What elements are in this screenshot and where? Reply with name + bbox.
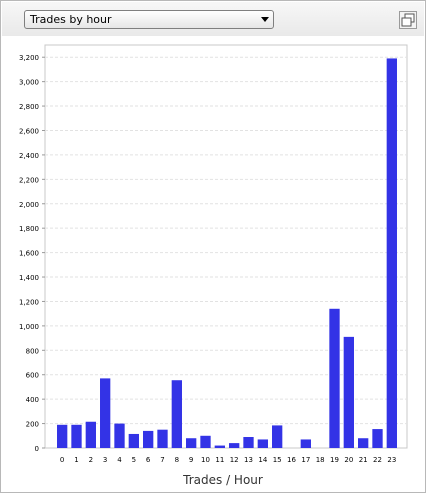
y-tick-label: 0 xyxy=(35,445,39,453)
x-tick-label: 9 xyxy=(189,456,193,464)
bar-hour-1[interactable] xyxy=(71,424,82,448)
chart-type-dropdown-value: Trades by hour xyxy=(30,13,112,26)
x-tick-label: 14 xyxy=(258,456,267,464)
bar-hour-12[interactable] xyxy=(229,443,240,448)
popout-window-icon[interactable] xyxy=(399,11,417,29)
x-tick-label: 10 xyxy=(201,456,210,464)
x-tick-label: 5 xyxy=(132,456,136,464)
x-tick-label: 21 xyxy=(359,456,368,464)
bar-hour-11[interactable] xyxy=(214,445,225,448)
bar-hour-7[interactable] xyxy=(157,429,168,448)
x-tick-label: 22 xyxy=(373,456,382,464)
chart-toolbar: Trades by hour xyxy=(2,2,424,36)
y-tick-label: 1,000 xyxy=(19,323,39,331)
x-tick-label: 2 xyxy=(89,456,93,464)
bar-hour-0[interactable] xyxy=(57,424,68,448)
x-tick-label: 20 xyxy=(344,456,353,464)
bar-hour-2[interactable] xyxy=(85,421,96,448)
bar-hour-4[interactable] xyxy=(114,423,125,448)
x-tick-label: 19 xyxy=(330,456,339,464)
bar-hour-6[interactable] xyxy=(143,430,154,448)
x-tick-label: 7 xyxy=(160,456,164,464)
chart-type-dropdown[interactable]: Trades by hour xyxy=(24,10,274,29)
bar-hour-20[interactable] xyxy=(343,336,354,448)
chart-area: 0 200 400 600 800 1,000 1,200 1,400 1,600 1,800 2,… xyxy=(1,37,425,492)
y-tick-label: 2,000 xyxy=(19,201,39,209)
x-tick-label: 11 xyxy=(215,456,224,464)
y-tick-label: 2,600 xyxy=(19,127,39,135)
y-tick-label: 600 xyxy=(26,372,39,380)
x-tick-label: 16 xyxy=(287,456,296,464)
y-tick-label: 1,200 xyxy=(19,298,39,306)
bar-hour-10[interactable] xyxy=(200,435,211,448)
y-tick-label: 3,200 xyxy=(19,54,39,62)
y-tick-label: 2,400 xyxy=(19,152,39,160)
bar-hour-21[interactable] xyxy=(358,438,369,448)
x-axis-label: Trades / Hour xyxy=(182,473,263,487)
bar-hour-19[interactable] xyxy=(329,308,340,448)
bar-hour-17[interactable] xyxy=(300,439,311,448)
x-tick-label: 12 xyxy=(230,456,239,464)
y-tick-label: 1,400 xyxy=(19,274,39,282)
y-tick-label: 3,000 xyxy=(19,79,39,87)
y-tick-label: 400 xyxy=(26,396,39,404)
x-tick-label: 8 xyxy=(175,456,179,464)
x-tick-label: 17 xyxy=(301,456,310,464)
y-tick-label: 2,200 xyxy=(19,176,39,184)
x-tick-label: 4 xyxy=(117,456,122,464)
x-tick-label: 3 xyxy=(103,456,107,464)
x-tick-label: 23 xyxy=(387,456,396,464)
x-tick-label: 18 xyxy=(316,456,325,464)
bar-hour-3[interactable] xyxy=(100,378,111,448)
chevron-down-icon xyxy=(261,17,269,22)
x-tick-label: 6 xyxy=(146,456,151,464)
bar-hour-9[interactable] xyxy=(186,438,197,448)
x-tick-label: 0 xyxy=(60,456,64,464)
y-tick-label: 1,800 xyxy=(19,225,39,233)
bar-hour-5[interactable] xyxy=(128,433,139,448)
y-tick-label: 800 xyxy=(26,347,39,355)
y-tick-label: 2,800 xyxy=(19,103,39,111)
y-tick-label: 200 xyxy=(26,421,39,429)
bar-hour-13[interactable] xyxy=(243,437,254,448)
y-tick-label: 1,600 xyxy=(19,250,39,258)
bar-hour-22[interactable] xyxy=(372,429,383,448)
bar-hour-8[interactable] xyxy=(171,380,182,448)
bar-hour-23[interactable] xyxy=(386,58,397,448)
bar-chart: 02004006008001,0001,2001,4001,6001,8002,… xyxy=(19,44,408,487)
x-tick-label: 1 xyxy=(74,456,78,464)
bar-hour-14[interactable] xyxy=(257,439,268,448)
x-tick-label: 13 xyxy=(244,456,253,464)
x-tick-label: 15 xyxy=(273,456,282,464)
bar-hour-15[interactable] xyxy=(272,425,283,448)
